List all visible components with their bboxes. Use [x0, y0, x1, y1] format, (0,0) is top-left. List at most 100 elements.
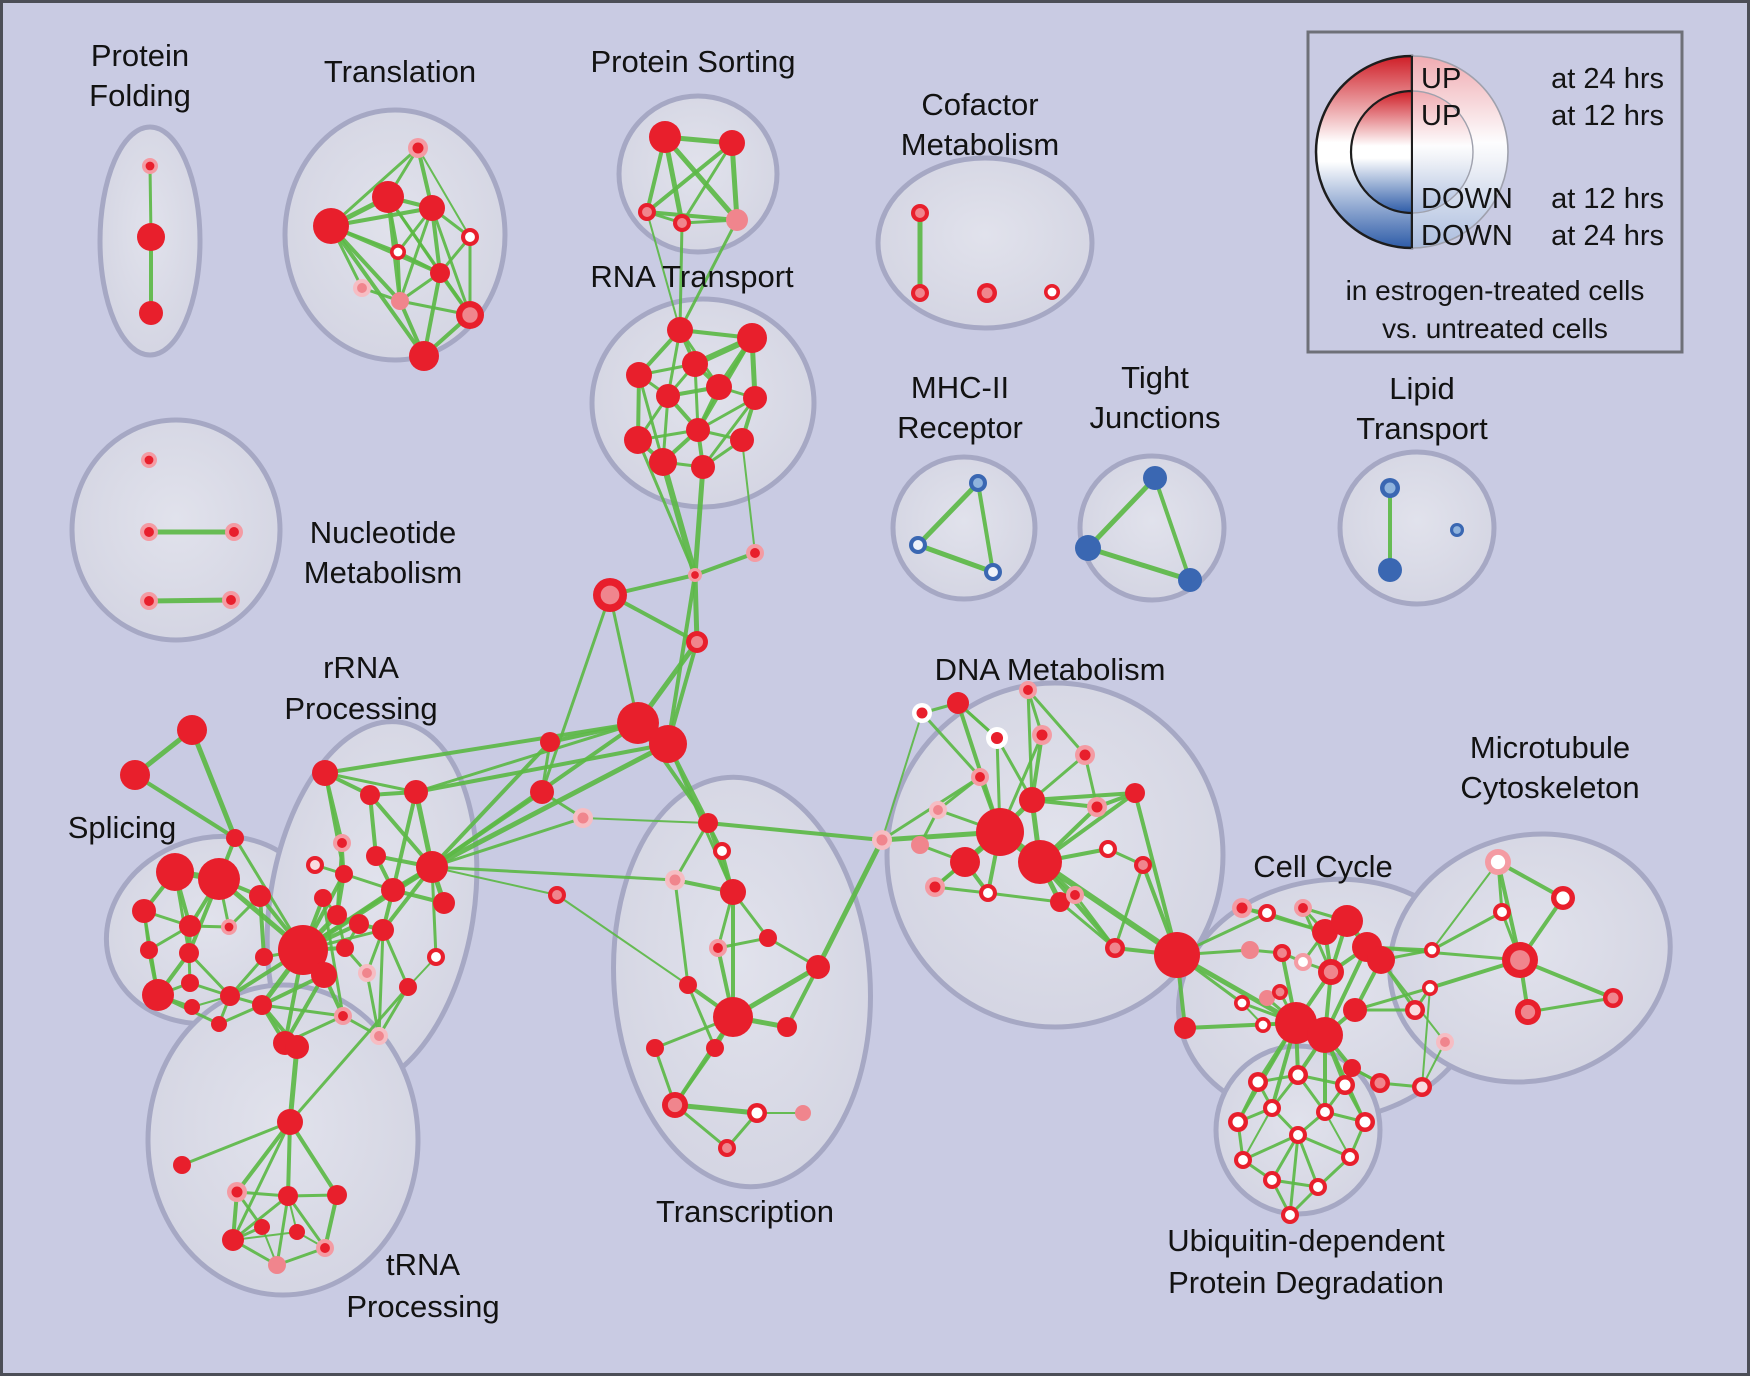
interaction-edge [673, 878, 690, 987]
gene-node-core [393, 247, 403, 257]
gene-node [759, 929, 777, 947]
legend-up-24-label: UP [1421, 63, 1462, 95]
gene-node [137, 223, 165, 251]
gene-node-core [722, 1143, 732, 1153]
gene-node-core [691, 571, 699, 579]
gene-node [1178, 568, 1202, 592]
interaction-edge [1296, 1133, 1320, 1189]
gene-node [777, 1017, 797, 1037]
gene-node [181, 974, 199, 992]
gene-node-core [1293, 1130, 1303, 1140]
gene-node [682, 351, 708, 377]
gene-node-core [1374, 1077, 1386, 1089]
gene-node [184, 999, 200, 1015]
gene-node-core [1298, 903, 1308, 913]
interaction-edge [1073, 893, 1117, 950]
gene-node-core [1359, 1116, 1371, 1128]
gene-node [360, 785, 380, 805]
gene-node-core [1292, 1069, 1304, 1081]
gene-node-core [1258, 1020, 1268, 1030]
interaction-edge [1526, 996, 1615, 1014]
legend-up-12-time: at 12 hrs [1551, 100, 1664, 132]
interaction-edge [741, 439, 756, 554]
gene-node [626, 362, 652, 388]
legend-up-12-label: UP [1421, 100, 1462, 132]
gene-node [1343, 998, 1367, 1022]
gene-node-core [1490, 854, 1506, 870]
gene-node [720, 879, 746, 905]
gene-node [1343, 1059, 1361, 1077]
interaction-edge [429, 741, 671, 870]
gene-node [530, 780, 554, 804]
interaction-edge [1153, 476, 1192, 582]
gene-node-core [226, 595, 236, 605]
gene-node-core [929, 881, 941, 893]
gene-node [349, 914, 369, 934]
gene-node [1259, 990, 1275, 1006]
interaction-edge [608, 593, 640, 725]
cluster-label-lipid-transport: Lipid Transport [1356, 371, 1488, 446]
interaction-edge [636, 438, 697, 577]
gene-node [1018, 840, 1062, 884]
gene-node-core [981, 287, 993, 299]
gene-node-core [1339, 1079, 1351, 1091]
interaction-edge [660, 459, 698, 578]
interaction-edge [692, 464, 706, 578]
gene-node-core [357, 283, 367, 293]
legend-down-12-time: at 12 hrs [1551, 183, 1664, 215]
gene-node-core [1277, 948, 1287, 958]
gene-node-core [320, 1243, 330, 1253]
gene-node-core [915, 288, 925, 298]
gene-node-core [713, 943, 723, 953]
gene-node [289, 1224, 305, 1240]
gene-node-core [973, 478, 983, 488]
cluster-label-cell-cycle: Cell Cycle [1253, 849, 1393, 884]
gene-node [624, 426, 652, 454]
legend-down-24-label: DOWN [1421, 220, 1513, 252]
gene-node [1174, 1017, 1196, 1039]
gene-node [1143, 466, 1167, 490]
gene-node-core [1298, 957, 1308, 967]
gene-node-core [1425, 983, 1435, 993]
gene-node-core [144, 455, 154, 465]
gene-node-core [1036, 729, 1048, 741]
gene-node-core [1520, 1004, 1536, 1020]
gene-node [691, 455, 715, 479]
gene-node [1241, 941, 1259, 959]
gene-node [617, 702, 659, 744]
gene-node [366, 846, 386, 866]
interaction-edge [637, 373, 665, 464]
interaction-edge [686, 983, 717, 1050]
gene-node-core [144, 596, 154, 606]
gene-node-core [1607, 992, 1619, 1004]
interaction-edge [430, 865, 677, 882]
interaction-edge [1085, 545, 1193, 583]
interaction-edge [377, 985, 410, 1038]
gene-node-core [310, 860, 320, 870]
interaction-edge [662, 134, 740, 223]
interaction-edge [678, 218, 739, 332]
gene-node-core [1232, 1116, 1244, 1128]
gene-node [649, 448, 677, 476]
gene-node-core [642, 207, 652, 217]
gene-node [391, 292, 409, 310]
gene-node [314, 889, 332, 907]
gene-node [327, 905, 347, 925]
cluster-ellipse-mhc-ii-receptor [890, 454, 1038, 602]
gene-node [211, 1016, 227, 1032]
gene-node-core [717, 846, 727, 856]
gene-node-core [1497, 907, 1507, 917]
cluster-label-ubiquitin-degradation: Ubiquitin-dependent Protein Degradation [1167, 1223, 1445, 1300]
gene-node-core [1285, 1210, 1295, 1220]
interaction-edge [365, 971, 381, 1038]
gene-node-core [1313, 1182, 1323, 1192]
interaction-edge [1353, 986, 1432, 1012]
gene-node [667, 317, 693, 343]
gene-node-core [374, 1031, 384, 1041]
interaction-edge [1296, 1133, 1352, 1159]
gene-node [679, 976, 697, 994]
gene-node [249, 885, 271, 907]
interaction-edge [1037, 859, 1180, 958]
